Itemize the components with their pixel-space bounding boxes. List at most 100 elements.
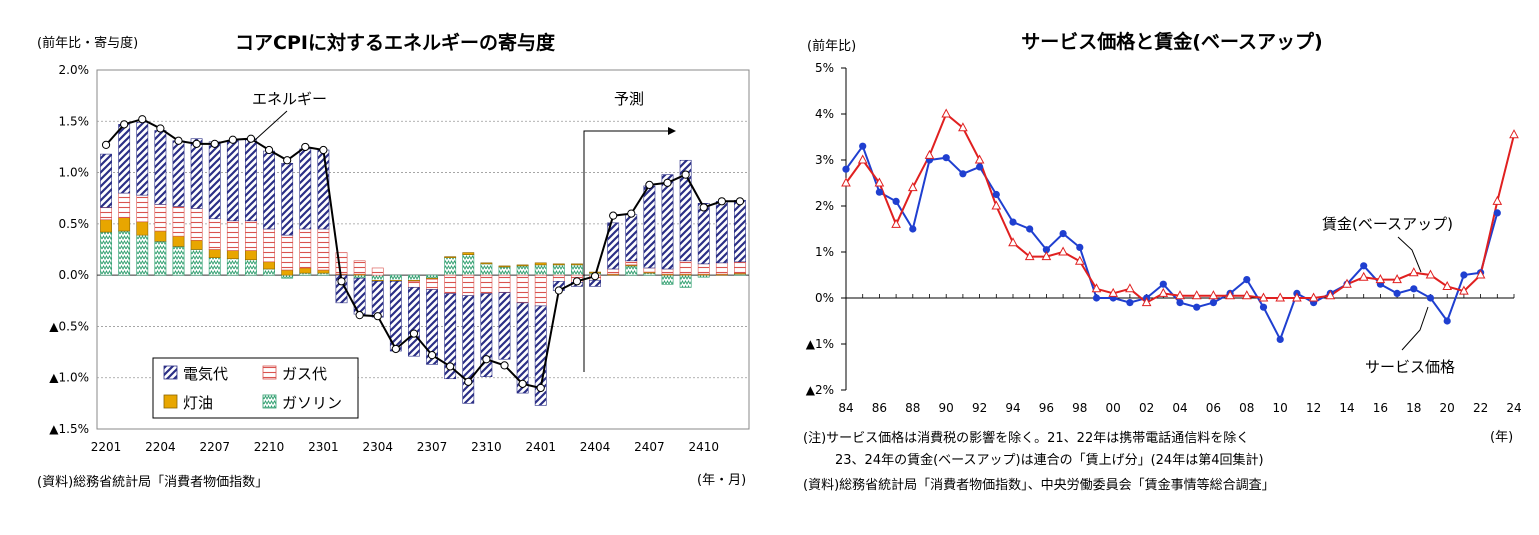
- wage-point: [1125, 283, 1135, 293]
- bar-electricity: [715, 200, 728, 264]
- wage-point: [1509, 129, 1519, 139]
- bar-electricity: [697, 203, 710, 265]
- bar-gas: [408, 280, 420, 288]
- right-y-tick-label: 0%: [815, 291, 834, 305]
- bar-gas: [552, 274, 565, 282]
- bar-kerosene: [480, 262, 493, 265]
- service-price-point: [842, 165, 850, 173]
- service-wage-chart: (前年比) サービス価格と賃金(ベースアップ) 5% 4% 3% 2% 1% 0% ▲1% ▲…: [803, 30, 1522, 493]
- right-x-tick-label: 92: [972, 401, 987, 415]
- right-source: (資料)総務省統計局「消費者物価指数」、中央労働委員会「賃金事情等総合調査」: [803, 477, 1275, 493]
- right-x-axis: 84 86 88 90 92 94 96 98 00 02 04 06 08 10 12 14 16 18 20 22…: [838, 294, 1522, 415]
- bar-kerosene: [299, 267, 312, 274]
- forecast-arrowhead: [668, 127, 676, 135]
- wage-point: [1392, 274, 1402, 284]
- energy-total-point: [409, 329, 419, 338]
- bar-electricity: [444, 293, 457, 380]
- bar-gas: [226, 220, 239, 251]
- bar-gasoline: [534, 264, 547, 276]
- bar-electricity: [172, 140, 185, 207]
- bar-electricity: [226, 140, 239, 222]
- left-y-tick-label: 1.0%: [59, 166, 90, 180]
- bar-electricity: [607, 222, 620, 270]
- energy-total-point: [210, 139, 219, 148]
- bar-electricity: [317, 149, 330, 230]
- legend-swatch-gas: [262, 365, 277, 380]
- wage-point: [1325, 290, 1336, 300]
- right-x-tick-label: 00: [1106, 401, 1121, 415]
- bar-gasoline: [118, 230, 131, 276]
- bar-gas: [426, 278, 438, 290]
- wage-point: [1225, 290, 1235, 300]
- right-x-tick-label: 06: [1206, 401, 1221, 415]
- left-y-tick-label: ▲1.5%: [49, 422, 89, 436]
- bar-electricity: [281, 163, 294, 236]
- left-x-tick-label: 2310: [471, 440, 502, 454]
- bar-gasoline: [462, 254, 475, 276]
- forecast-arrow: [583, 130, 670, 372]
- wage-point: [1074, 255, 1085, 265]
- bar-kerosene: [154, 230, 167, 242]
- bar-electricity: [136, 122, 149, 196]
- wage-point: [941, 108, 952, 118]
- left-y-tick-label: ▲0.5%: [49, 319, 89, 333]
- bar-electricity: [299, 148, 312, 230]
- right-x-tick-label: 98: [1072, 401, 1087, 415]
- right-x-tick-label: 12: [1306, 401, 1321, 415]
- right-x-tick-label: 04: [1172, 401, 1187, 415]
- service-price-point: [1026, 225, 1034, 233]
- service-price-point: [1209, 299, 1217, 307]
- bar-gas: [697, 263, 710, 275]
- right-x-tick-label: 24: [1506, 401, 1521, 415]
- legend-swatch-electric: [163, 365, 178, 380]
- bar-kerosene: [263, 261, 275, 270]
- bar-gasoline: [371, 274, 384, 281]
- left-x-tick-label: 2304: [362, 440, 393, 454]
- energy-total-point: [609, 211, 618, 220]
- bar-gas: [353, 260, 366, 275]
- bar-gas: [118, 192, 131, 219]
- bar-gasoline: [552, 264, 565, 276]
- left-y-tick-label: 2.0%: [59, 63, 90, 77]
- right-x-tick-label: 14: [1339, 401, 1354, 415]
- bar-gas: [208, 218, 221, 250]
- wage-point: [907, 182, 918, 192]
- right-chart-title: サービス価格と賃金(ベースアップ): [1021, 30, 1322, 53]
- left-y-tick-label: 0.5%: [59, 217, 90, 231]
- legend-label-gasoline: ガソリン: [282, 394, 342, 412]
- service-price-point: [1092, 294, 1101, 302]
- bar-kerosene: [571, 263, 583, 266]
- bar-electricity: [589, 279, 601, 287]
- left-x-unit: (年・月): [697, 473, 746, 488]
- energy-total-point: [717, 197, 726, 206]
- service-price-point: [1360, 262, 1368, 270]
- wage-point: [1292, 292, 1302, 302]
- bar-gasoline: [226, 258, 239, 276]
- bar-electricity: [154, 130, 167, 205]
- right-y-tick-label: 5%: [815, 61, 834, 75]
- wage-point: [1475, 269, 1486, 279]
- bar-gas: [317, 228, 330, 271]
- wage-point: [1024, 251, 1035, 261]
- service-price-point: [976, 163, 984, 171]
- wage-point: [1041, 251, 1052, 261]
- left-x-tick-label: 2204: [145, 440, 176, 454]
- bar-electricity: [371, 280, 384, 318]
- right-x-unit: (年): [1490, 430, 1513, 445]
- service-price-line: [845, 144, 1499, 342]
- bar-electricity: [643, 185, 656, 269]
- legend-swatch-kerosene: [163, 394, 178, 409]
- service-price-point: [1493, 209, 1501, 217]
- service-price-point: [1443, 317, 1451, 325]
- energy-total-point: [645, 180, 654, 189]
- wage-point: [1425, 269, 1436, 279]
- left-plot-area: [96, 69, 750, 430]
- energy-total-point: [283, 156, 292, 165]
- right-y-tick-label: ▲1%: [806, 337, 834, 351]
- bar-electricity: [100, 153, 112, 208]
- right-unit-label: (前年比): [807, 38, 856, 54]
- bar-gas: [498, 274, 511, 293]
- bar-electricity: [208, 141, 221, 220]
- bar-kerosene: [226, 250, 239, 260]
- right-x-tick-label: 94: [1005, 401, 1020, 415]
